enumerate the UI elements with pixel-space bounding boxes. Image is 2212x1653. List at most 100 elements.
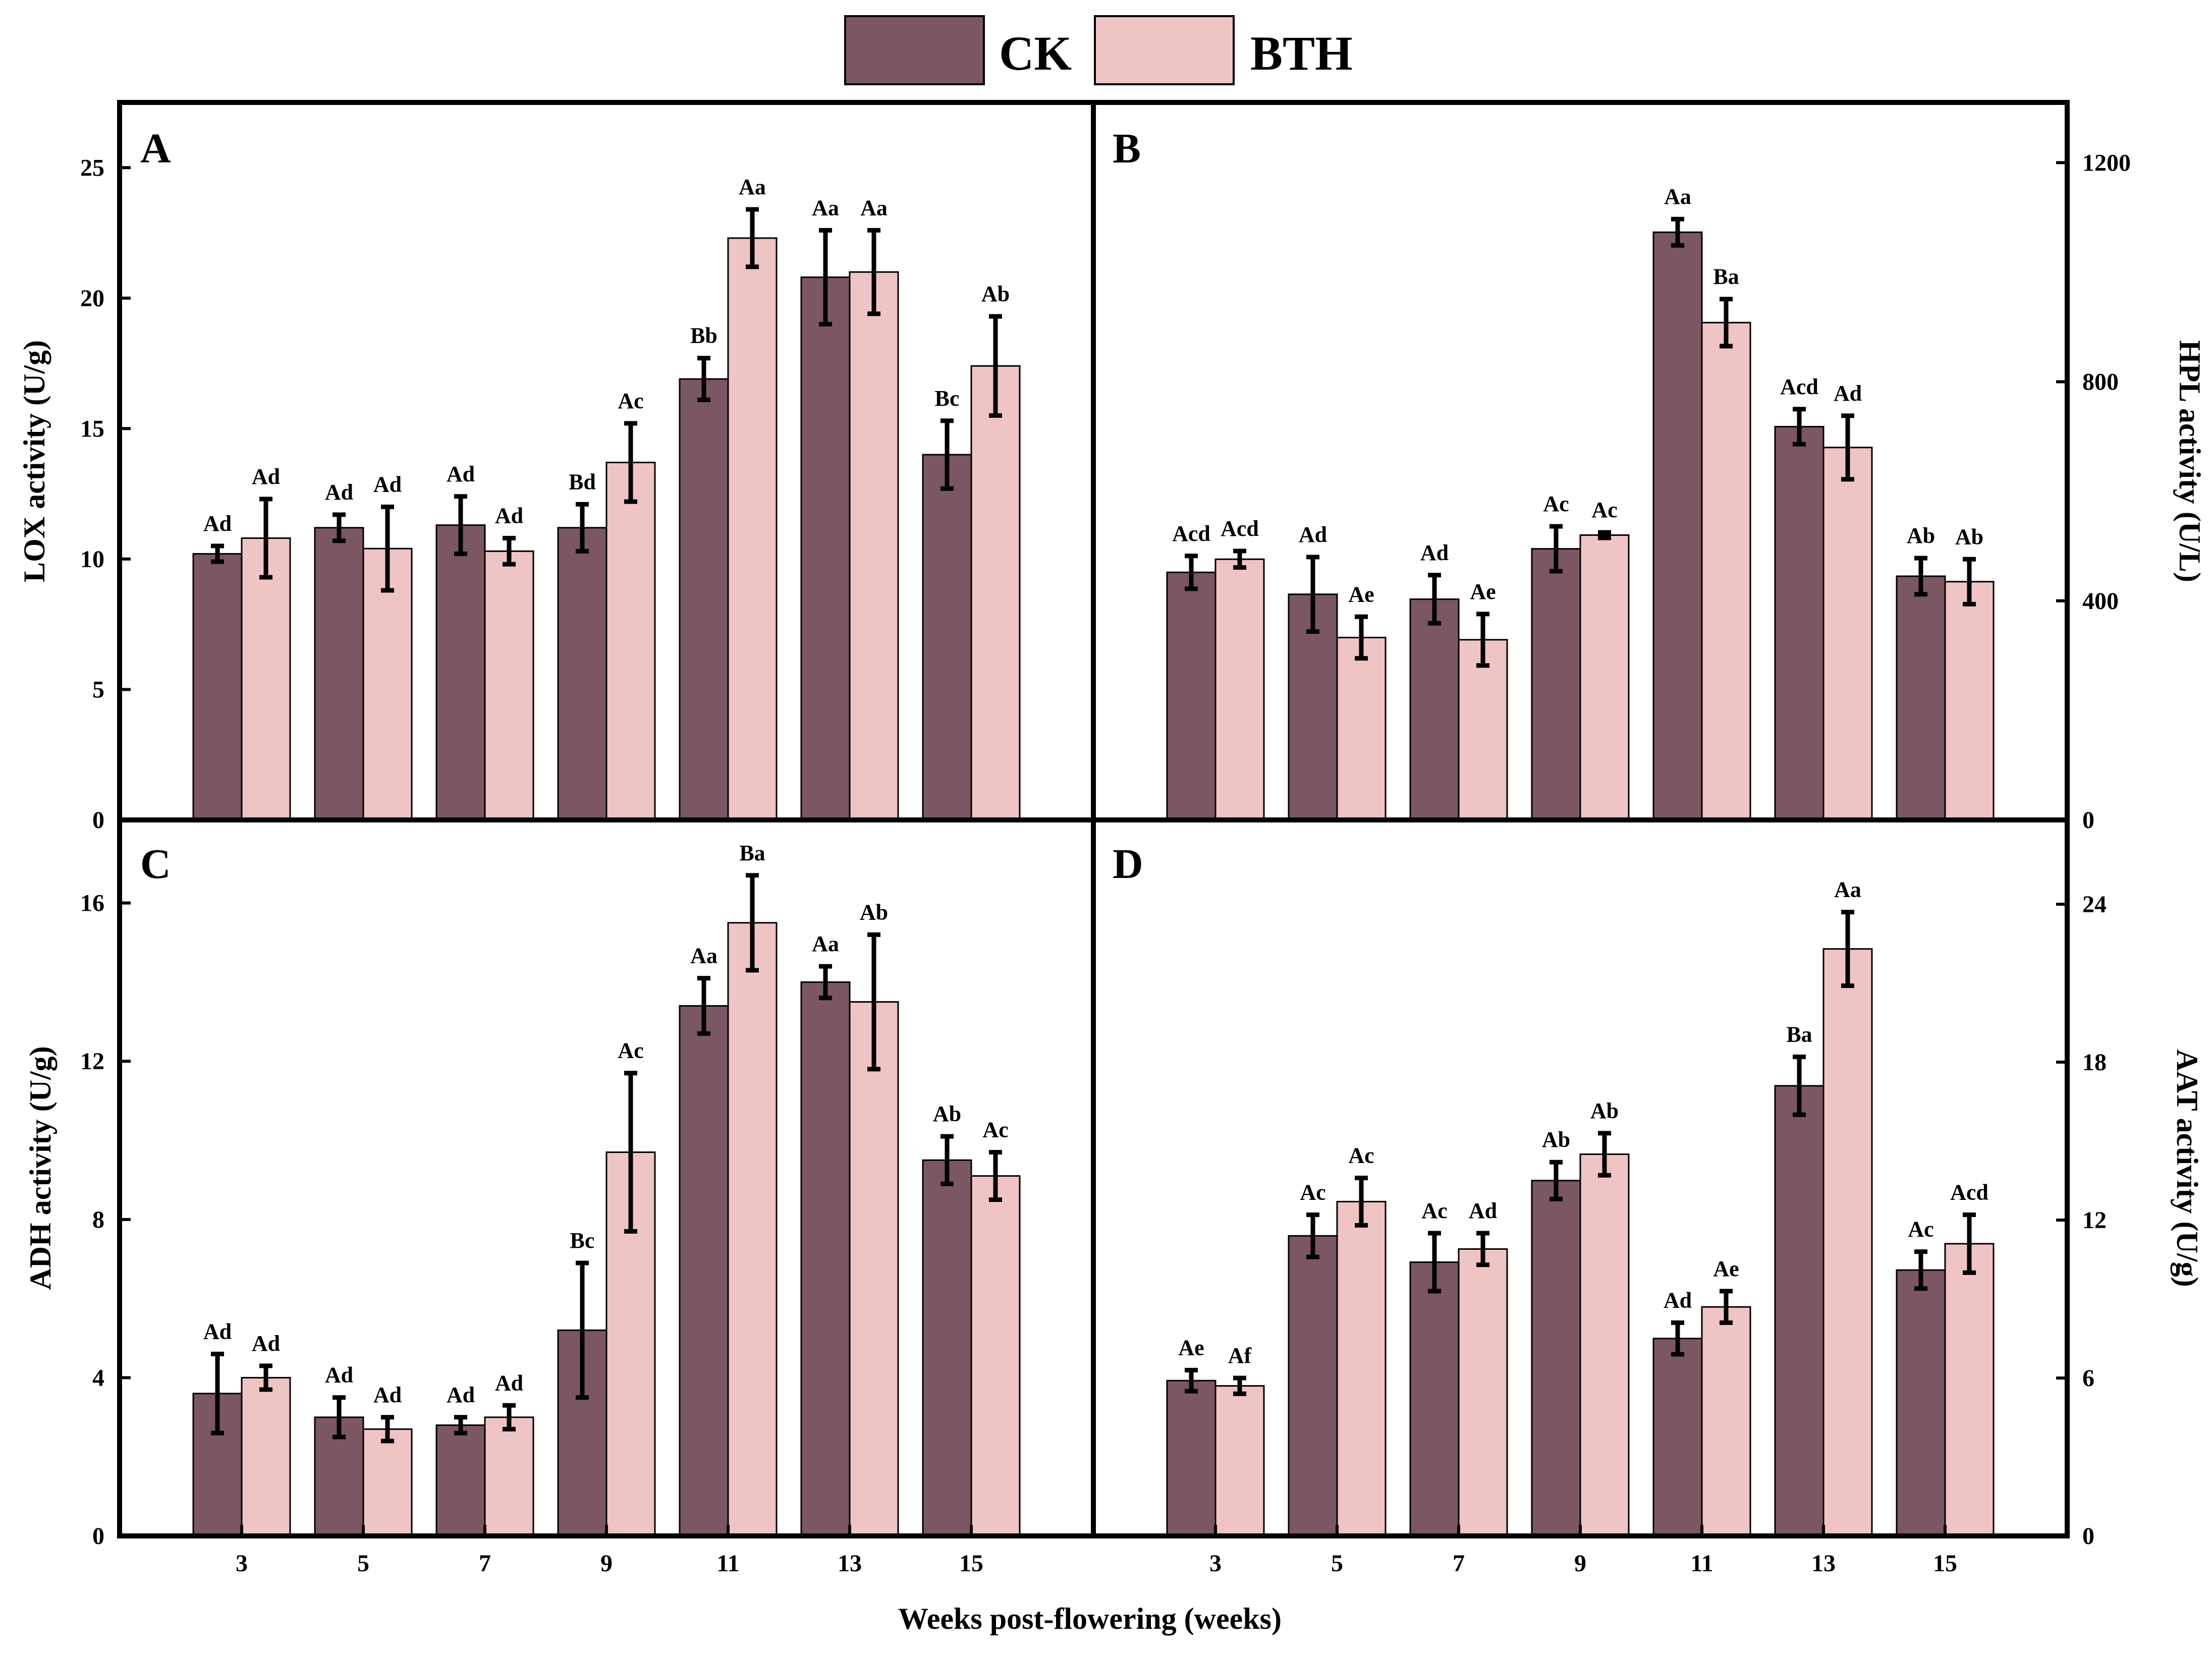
- sig-label-a-ck-week7: Ad: [447, 462, 475, 486]
- errorbar-b-ck-week13: [1793, 407, 1806, 447]
- xtick-label-c-9: 9: [600, 1550, 613, 1577]
- ylabel-a: LOX activity (U/g): [18, 340, 51, 582]
- sig-label-c-ck-week9: Bc: [570, 1228, 595, 1253]
- bar-b-bth-week13: [1822, 447, 1873, 821]
- bar-d-ck-week7: [1409, 1261, 1460, 1537]
- errorbar-c-bth-week5: [381, 1415, 394, 1444]
- axis-titles: LOX activity (U/g) HPL activity (U/L) AD…: [18, 340, 2206, 1635]
- sig-label-d-ck-week7: Ac: [1421, 1198, 1447, 1223]
- errorbar-b-bth-week9: [1598, 530, 1611, 540]
- errorbar-a-bth-week5: [381, 504, 394, 593]
- errorbar-b-ck-week15: [1914, 556, 1927, 597]
- ytick-label-a-25: 25: [80, 154, 104, 181]
- errorbar-d-bth-week15: [1963, 1213, 1976, 1275]
- sig-label-b-ck-week3: Acd: [1172, 521, 1210, 546]
- errorbar-d-bth-week13: [1841, 910, 1854, 988]
- xtick-label-d-7: 7: [1453, 1550, 1465, 1577]
- sig-label-c-ck-week5: Ad: [325, 1363, 353, 1388]
- errorbar-b-ck-week11: [1671, 216, 1684, 248]
- bar-c-bth-week7: [484, 1416, 534, 1537]
- sig-label-b-bth-week13: Ad: [1834, 381, 1862, 406]
- sig-label-c-ck-week13: Aa: [812, 931, 839, 956]
- bar-c-ck-week13: [800, 981, 851, 1537]
- bar-a-ck-week5: [314, 527, 364, 821]
- errorbar-a-bth-week11: [746, 207, 759, 269]
- xtick-label-c-13: 13: [838, 1550, 862, 1577]
- errorbar-c-ck-week3: [211, 1351, 224, 1436]
- errorbar-a-ck-week15: [941, 418, 954, 491]
- bar-b-ck-week7: [1409, 598, 1460, 821]
- errorbar-c-bth-week9: [624, 1071, 637, 1234]
- sig-label-d-bth-week9: Ab: [1590, 1098, 1619, 1123]
- bar-a-ck-week7: [435, 524, 486, 821]
- sig-label-d-bth-week15: Acd: [1950, 1180, 1988, 1205]
- xtick-label-d-15: 15: [1933, 1550, 1957, 1577]
- plot-area: Ad Ad Ad Bd Bb Aa Bc Ad Ad Ad Ac Aa Aa Ab 0 5 10 15 20 25 Ac…: [80, 149, 2131, 1577]
- legend-swatch-bth: [1094, 15, 1235, 85]
- ytick-label-c-0: 0: [92, 1523, 104, 1550]
- sig-label-c-ck-week15: Ab: [933, 1101, 961, 1126]
- panel-c: Ad Ad Ad Bc Aa Aa Ab Ad Ad Ad Ac Ba Ab Ac 0 4 8 12 16 3 5 7 9 1…: [80, 841, 1021, 1577]
- errorbar-a-bth-week3: [259, 497, 272, 580]
- panel-letter-c: C: [140, 841, 171, 888]
- errorbar-b-bth-week3: [1233, 548, 1246, 570]
- ylabel-b: HPL activity (U/L): [2173, 340, 2206, 582]
- sig-label-d-ck-week5: Ac: [1300, 1180, 1325, 1205]
- errorbar-d-bth-week5: [1355, 1176, 1368, 1228]
- sig-label-d-ck-week13: Ba: [1786, 1022, 1812, 1047]
- sig-label-d-ck-week3: Ae: [1178, 1335, 1204, 1360]
- errorbar-a-ck-week7: [454, 494, 467, 557]
- sig-label-d-bth-week11: Ae: [1713, 1256, 1739, 1281]
- errorbar-d-ck-week13: [1793, 1055, 1806, 1117]
- panel-d: Ae Ac Ac Ab Ad Ba Ac Af Ac Ad Ab Ae Aa Acd 0 6 12 18 24 3 5 7…: [1166, 877, 2107, 1577]
- sig-label-a-bth-week9: Ac: [618, 389, 643, 413]
- bar-c-bth-week13: [849, 1001, 899, 1537]
- errorbar-c-bth-week11: [746, 873, 759, 973]
- ytick-label-b-400: 400: [2082, 588, 2119, 615]
- bar-b-ck-week15: [1896, 575, 1946, 821]
- sig-label-a-ck-week3: Ad: [203, 511, 232, 536]
- sig-label-a-ck-week13: Aa: [812, 195, 839, 220]
- legend-label-bth: BTH: [1250, 26, 1353, 80]
- bar-d-ck-week3: [1166, 1380, 1216, 1537]
- sig-label-b-ck-week11: Aa: [1664, 184, 1691, 209]
- sig-label-b-bth-week5: Ae: [1348, 582, 1374, 607]
- sig-label-c-bth-week9: Ac: [618, 1038, 643, 1063]
- errorbar-a-ck-week5: [333, 512, 346, 543]
- bar-a-ck-week9: [557, 527, 607, 821]
- errorbar-a-ck-week9: [576, 502, 589, 554]
- errorbar-d-bth-week9: [1598, 1131, 1611, 1178]
- errorbar-a-ck-week11: [697, 356, 710, 402]
- sig-label-a-bth-week3: Ad: [252, 464, 280, 489]
- xtick-label-c-15: 15: [959, 1550, 983, 1577]
- xtick-label-d-13: 13: [1811, 1550, 1836, 1577]
- sig-label-a-bth-week7: Ad: [495, 504, 523, 528]
- errorbar-d-bth-week7: [1476, 1231, 1489, 1268]
- sig-label-c-bth-week7: Ad: [495, 1370, 523, 1395]
- sig-label-b-ck-week15: Ab: [1907, 523, 1935, 548]
- errorbar-c-bth-week3: [259, 1363, 272, 1392]
- errorbar-a-bth-week7: [503, 536, 516, 567]
- errorbar-c-ck-week11: [697, 976, 710, 1036]
- bar-b-bth-week5: [1336, 637, 1387, 821]
- bar-c-bth-week3: [241, 1376, 291, 1537]
- errorbar-c-ck-week15: [941, 1134, 954, 1186]
- ytick-label-d-6: 6: [2082, 1365, 2094, 1392]
- errorbar-d-bth-week11: [1720, 1289, 1733, 1325]
- ytick-label-c-12: 12: [80, 1048, 104, 1075]
- errorbar-b-bth-week7: [1476, 612, 1489, 668]
- sig-label-c-bth-week11: Ba: [739, 841, 765, 865]
- sig-label-d-bth-week13: Aa: [1834, 877, 1861, 902]
- legend-label-ck: CK: [999, 26, 1072, 80]
- errorbar-a-bth-week13: [867, 228, 880, 316]
- errorbar-c-bth-week15: [989, 1150, 1002, 1202]
- bar-a-bth-week5: [362, 547, 413, 821]
- bar-d-bth-week3: [1214, 1385, 1265, 1537]
- sig-label-b-bth-week11: Ba: [1713, 264, 1739, 289]
- bar-b-bth-week7: [1458, 639, 1508, 821]
- errorbar-b-ck-week5: [1306, 555, 1319, 634]
- sig-label-b-ck-week7: Ad: [1420, 540, 1449, 565]
- panel-letters: A B C D: [140, 125, 1143, 888]
- errorbar-a-ck-week13: [819, 228, 832, 327]
